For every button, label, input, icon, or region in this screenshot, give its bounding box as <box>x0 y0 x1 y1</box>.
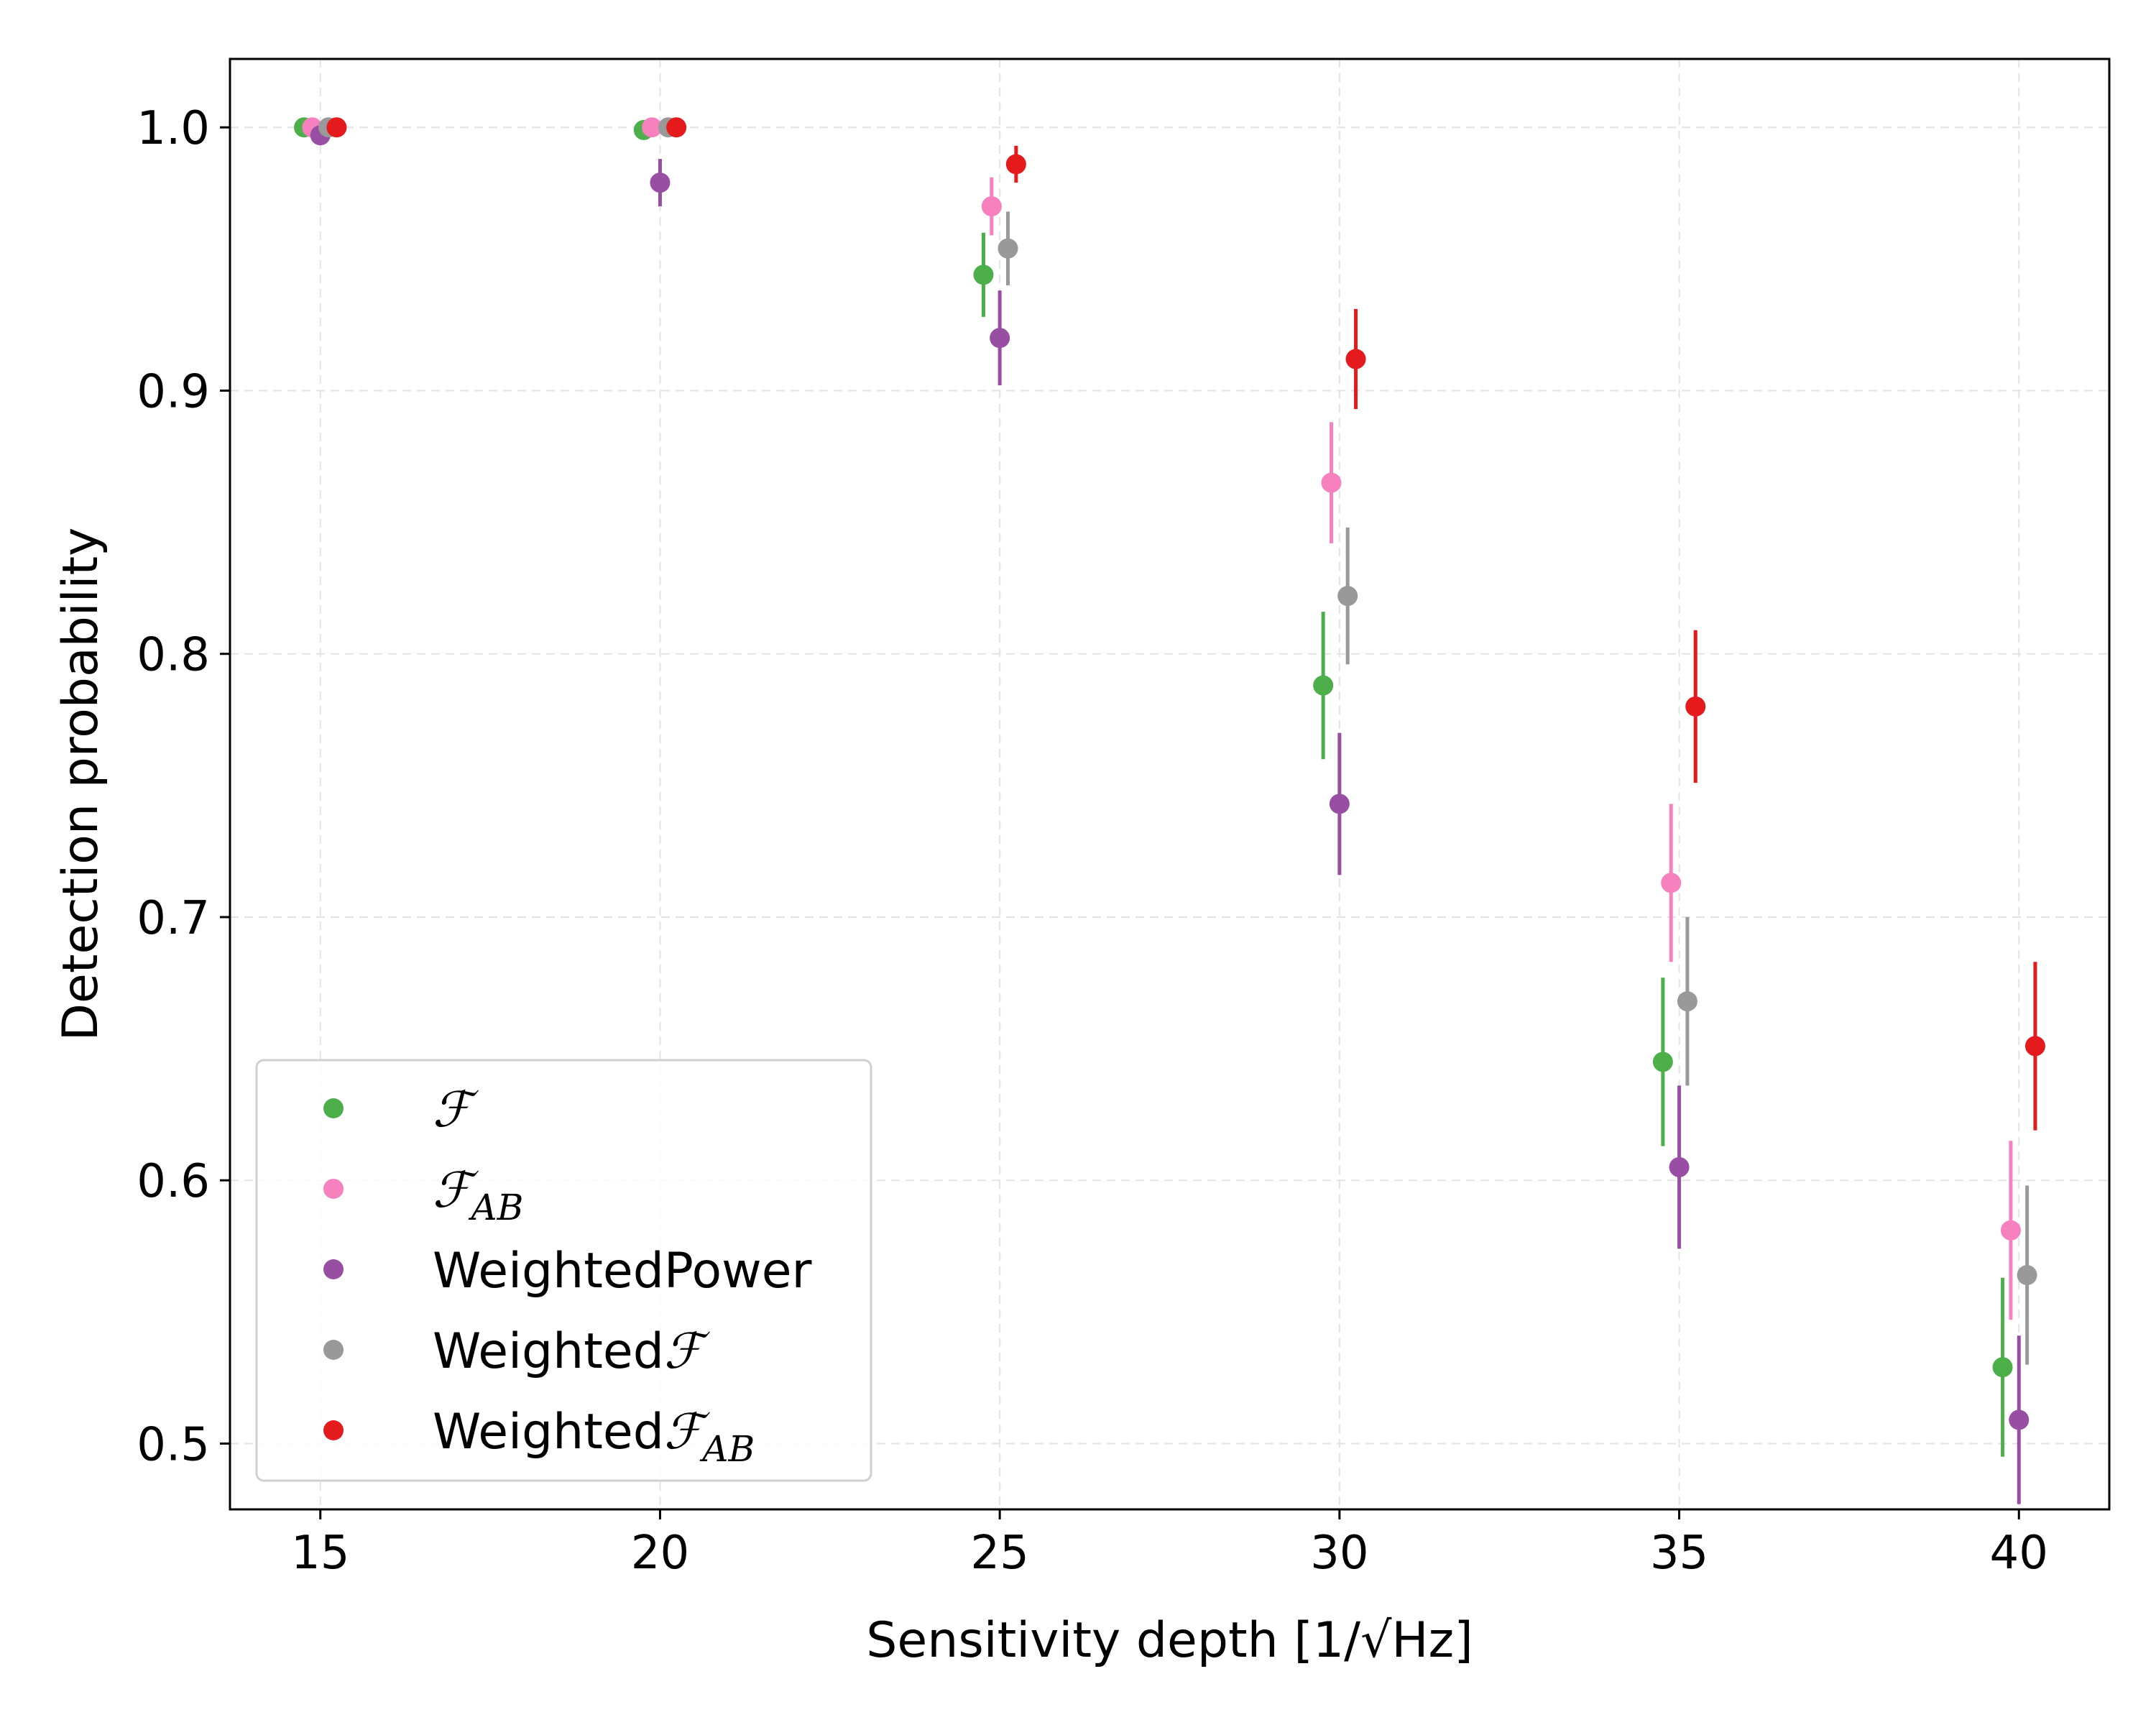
data-point <box>2009 1409 2030 1430</box>
data-point <box>326 117 347 138</box>
data-point <box>2017 1265 2037 1286</box>
data-point <box>1337 586 1358 607</box>
series-3 <box>318 117 2037 1365</box>
x-tick-label: 30 <box>1310 1527 1368 1580</box>
data-point <box>2000 1220 2021 1241</box>
legend-box <box>255 1059 872 1482</box>
data-point <box>1661 873 1682 893</box>
data-marks <box>294 117 2045 1504</box>
plot-frame <box>229 58 2111 1511</box>
data-point <box>1652 1052 1673 1072</box>
data-point <box>666 117 687 138</box>
data-point <box>1669 1156 1690 1177</box>
legend-label: WeightedPower <box>433 1243 812 1300</box>
data-point <box>1321 472 1342 493</box>
series-1 <box>302 117 2021 1320</box>
y-tick-label: 0.8 <box>137 629 210 682</box>
data-point <box>1329 794 1350 814</box>
data-point <box>1685 696 1706 717</box>
legend-marker <box>323 1179 344 1199</box>
legend-marker <box>323 1340 344 1360</box>
legend-marker <box>323 1259 344 1279</box>
x-tick-label: 35 <box>1650 1527 1708 1580</box>
data-point <box>650 172 671 193</box>
x-tick-label: 25 <box>970 1527 1028 1580</box>
data-point <box>1677 991 1697 1012</box>
legend-text: Weighted <box>433 1404 664 1460</box>
data-point <box>1005 154 1026 175</box>
x-axis-ticks: 15 20 25 30 35 40 <box>291 1509 2048 1580</box>
series-4 <box>326 117 2045 1131</box>
data-point <box>1313 675 1334 696</box>
legend-label: Weightedℱ <box>433 1323 711 1380</box>
x-tick-label: 15 <box>291 1527 349 1580</box>
y-tick-label: 0.5 <box>137 1418 210 1471</box>
legend-item: ℱAB <box>323 1162 523 1228</box>
x-axis-label: Sensitivity depth [1/√Hz] <box>866 1612 1473 1669</box>
series-2 <box>310 125 2030 1504</box>
legend-subscript: AB <box>468 1187 523 1228</box>
data-point <box>973 264 994 285</box>
x-tick-label: 40 <box>1990 1527 2048 1580</box>
data-point <box>1992 1357 2013 1378</box>
legend-subscript: AB <box>699 1428 755 1470</box>
data-point <box>990 328 1010 349</box>
data-point <box>2024 1036 2045 1057</box>
data-point <box>998 238 1018 259</box>
legend-item: WeightedPower <box>323 1243 812 1300</box>
data-point <box>981 196 1002 217</box>
y-tick-label: 1.0 <box>137 102 210 155</box>
y-axis-ticks: 0.5 0.6 0.7 0.8 0.9 1.0 <box>137 102 230 1471</box>
legend-marker <box>323 1098 344 1118</box>
data-point <box>1345 349 1366 369</box>
legend-text: Weighted <box>433 1323 664 1380</box>
y-tick-label: 0.6 <box>137 1155 210 1208</box>
y-tick-label: 0.9 <box>137 365 210 418</box>
data-point <box>642 117 663 138</box>
legend-text: WeightedPower <box>433 1243 812 1300</box>
y-tick-label: 0.7 <box>137 892 210 945</box>
legend-marker <box>323 1420 344 1440</box>
x-tick-label: 20 <box>631 1527 689 1580</box>
y-axis-label: Detection probability <box>52 528 109 1041</box>
legend-label: ℱAB <box>433 1162 523 1228</box>
